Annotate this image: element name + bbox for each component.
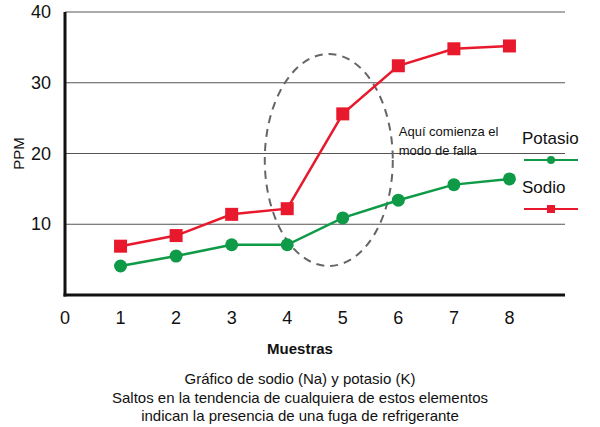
subtitle: indican la presencia de una fuga de refr… [141,407,459,424]
legend-label: Potasio [522,129,579,148]
y-tick-label: 10 [31,214,51,234]
annotation-text: Aquí comienza el [399,124,499,139]
series-line [121,179,510,266]
series-marker [114,259,127,272]
y-axis-label: PPM [10,137,27,170]
series-marker [447,42,460,55]
chart: 10 20 30 40 0 1 2 3 4 5 6 7 8 PPM Muestras Aquí comienz… [0,0,600,427]
x-tick-label: 2 [171,308,181,328]
y-tick-label: 20 [31,144,51,164]
y-axis [64,12,67,297]
series-marker [225,238,238,251]
legend-marker [547,205,555,213]
x-axis [64,294,566,297]
x-tick-label: 6 [393,308,403,328]
subtitle: Saltos en la tendencia de cualquiera de … [112,389,488,406]
series-marker [114,240,127,253]
plot-marks [114,39,516,272]
page: {"chart_data": {"type": "line", "title":… [0,0,600,427]
x-tick-label: 3 [227,308,237,328]
series-marker [170,229,183,242]
series-marker [225,208,238,221]
y-tick-label: 30 [31,73,51,93]
legend-marker [547,156,555,164]
x-axis-label: Muestras [267,340,333,357]
series-marker [392,59,405,72]
y-tick-label: 40 [31,2,51,22]
x-tick-label: 7 [449,308,459,328]
series-marker [281,238,294,251]
grid-line [65,153,565,154]
grid-line [65,82,565,83]
series-marker [392,194,405,207]
series-marker [336,211,349,224]
annotation-text: modo de falla [399,143,478,158]
grid-line [65,224,565,225]
series-marker [281,202,294,215]
x-tick-label: 4 [282,308,292,328]
x-tick-label: 8 [504,308,514,328]
series-marker [503,39,516,52]
series-marker [447,178,460,191]
x-tick-label: 5 [338,308,348,328]
x-tick-label: 0 [60,308,70,328]
x-tick-label: 1 [116,308,126,328]
legend-label: Sodio [522,178,565,197]
series-marker [336,107,349,120]
grid-line [65,12,565,13]
series-marker [503,172,516,185]
series-marker [170,250,183,263]
series-line [121,46,510,246]
title: Gráfico de sodio (Na) y potasio (K) [185,370,416,387]
